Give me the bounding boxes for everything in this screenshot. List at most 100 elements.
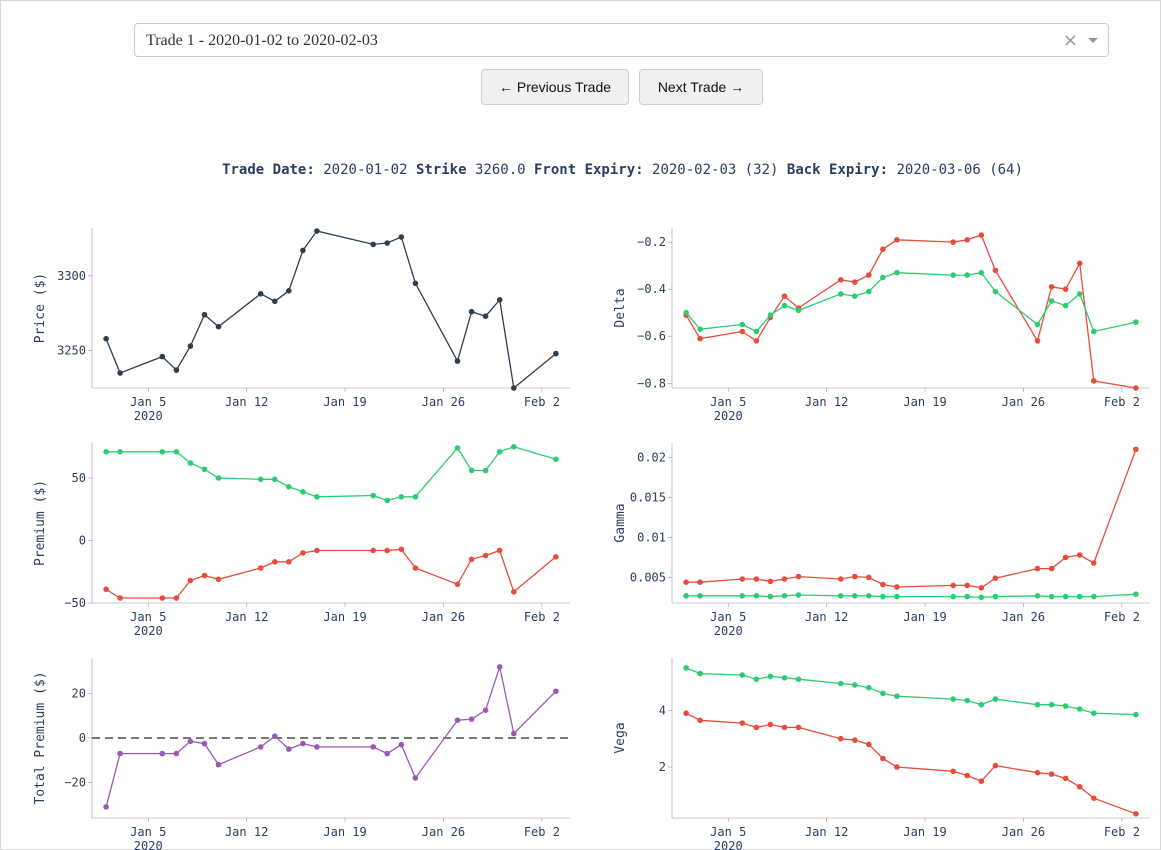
data-point xyxy=(272,476,278,483)
data-point xyxy=(767,673,774,680)
data-point xyxy=(852,279,858,285)
data-point xyxy=(950,582,956,589)
data-point xyxy=(1062,554,1069,561)
back-expiry-label: Back Expiry: xyxy=(786,162,889,178)
data-point xyxy=(215,761,222,768)
data-point xyxy=(1048,771,1055,777)
strike-value: 3260.0 xyxy=(474,162,526,178)
data-point xyxy=(257,291,264,297)
y-axis-title: Gamma xyxy=(613,503,628,542)
data-point xyxy=(412,494,419,500)
data-point xyxy=(781,302,788,309)
data-point xyxy=(739,720,746,726)
data-point xyxy=(753,593,760,599)
data-point xyxy=(496,297,503,303)
data-point xyxy=(511,385,517,391)
data-point xyxy=(103,804,109,810)
data-point xyxy=(173,750,180,757)
data-point xyxy=(173,449,180,455)
x-tick-label: Feb 2 xyxy=(1104,395,1140,409)
data-point xyxy=(739,672,746,678)
data-point xyxy=(412,280,419,287)
x-tick-label: Feb 2 xyxy=(524,395,560,409)
data-point xyxy=(837,576,844,582)
data-point xyxy=(103,335,109,342)
y-tick-label: 50 xyxy=(72,471,86,485)
data-point xyxy=(257,476,264,483)
clear-icon[interactable]: × xyxy=(1062,30,1078,51)
gamma-chart: 0.005 0.01 0.015 0.02 Jan 5 Jan 12 Jan 19 Jan 2… xyxy=(613,443,1150,638)
data-point xyxy=(482,313,489,319)
data-point xyxy=(272,733,278,739)
data-point xyxy=(300,247,306,254)
data-point xyxy=(314,494,320,500)
data-point xyxy=(300,550,306,556)
series-line xyxy=(685,234,1137,389)
data-point xyxy=(992,288,999,295)
data-point xyxy=(201,572,208,579)
data-point xyxy=(753,338,760,344)
data-point xyxy=(1133,385,1139,391)
data-point xyxy=(286,484,292,490)
data-point xyxy=(880,755,886,762)
data-point xyxy=(1076,784,1083,790)
data-point xyxy=(880,246,886,252)
data-point xyxy=(300,740,306,747)
series-line xyxy=(105,230,557,390)
data-point xyxy=(314,547,320,554)
data-point xyxy=(978,778,985,784)
data-point xyxy=(370,241,377,248)
data-point xyxy=(511,589,517,595)
data-point xyxy=(384,750,391,757)
data-point xyxy=(992,696,999,702)
y-axis-title: Premium ($) xyxy=(33,480,48,566)
data-point xyxy=(739,328,746,335)
data-point xyxy=(697,717,703,724)
data-point xyxy=(482,707,489,713)
data-point xyxy=(496,547,503,554)
data-point xyxy=(187,577,194,584)
data-point xyxy=(468,467,475,474)
data-point xyxy=(1076,291,1083,297)
trade-select-dropdown[interactable]: Trade 1 - 2020-01-02 to 2020-02-03 × xyxy=(134,23,1109,57)
chevron-down-icon[interactable] xyxy=(1088,38,1098,43)
data-point xyxy=(753,724,760,731)
data-point xyxy=(866,288,872,295)
data-point xyxy=(894,269,900,276)
data-point xyxy=(950,696,956,702)
data-point xyxy=(1076,260,1083,267)
data-point xyxy=(837,680,844,687)
data-point xyxy=(767,593,774,600)
data-point xyxy=(697,670,703,677)
y-tick-label: 3300 xyxy=(57,269,86,283)
data-point xyxy=(117,595,123,601)
data-point xyxy=(215,475,222,481)
data-point xyxy=(257,565,264,571)
data-point xyxy=(866,741,872,748)
data-point xyxy=(880,274,886,281)
data-point xyxy=(1133,711,1139,718)
data-point xyxy=(159,449,166,455)
data-point xyxy=(1048,701,1055,708)
data-point xyxy=(370,547,377,554)
x-tick-label: Jan 26 xyxy=(1002,825,1045,839)
x-tick-label: Feb 2 xyxy=(524,825,560,839)
data-point xyxy=(837,277,844,283)
total-premium-chart: −20 0 20 Jan 5 Jan 12 Jan 19 Jan 26 Feb 2 2020 To… xyxy=(33,658,570,850)
data-point xyxy=(553,688,559,695)
next-trade-button[interactable]: Next Trade → xyxy=(639,69,763,105)
data-point xyxy=(1062,703,1069,709)
x-year-label: 2020 xyxy=(134,839,163,850)
series-line xyxy=(685,712,1137,815)
y-axis-title: Vega xyxy=(613,722,628,753)
x-year-label: 2020 xyxy=(134,624,163,638)
data-point xyxy=(950,768,956,775)
data-point xyxy=(454,717,461,723)
data-point xyxy=(964,582,970,589)
previous-trade-button[interactable]: ← Previous Trade xyxy=(481,69,629,105)
x-tick-label: Jan 19 xyxy=(323,825,366,839)
data-point xyxy=(468,716,475,722)
data-point xyxy=(201,466,208,473)
trade-date-value: 2020-01-02 xyxy=(323,162,408,178)
data-point xyxy=(894,237,900,243)
